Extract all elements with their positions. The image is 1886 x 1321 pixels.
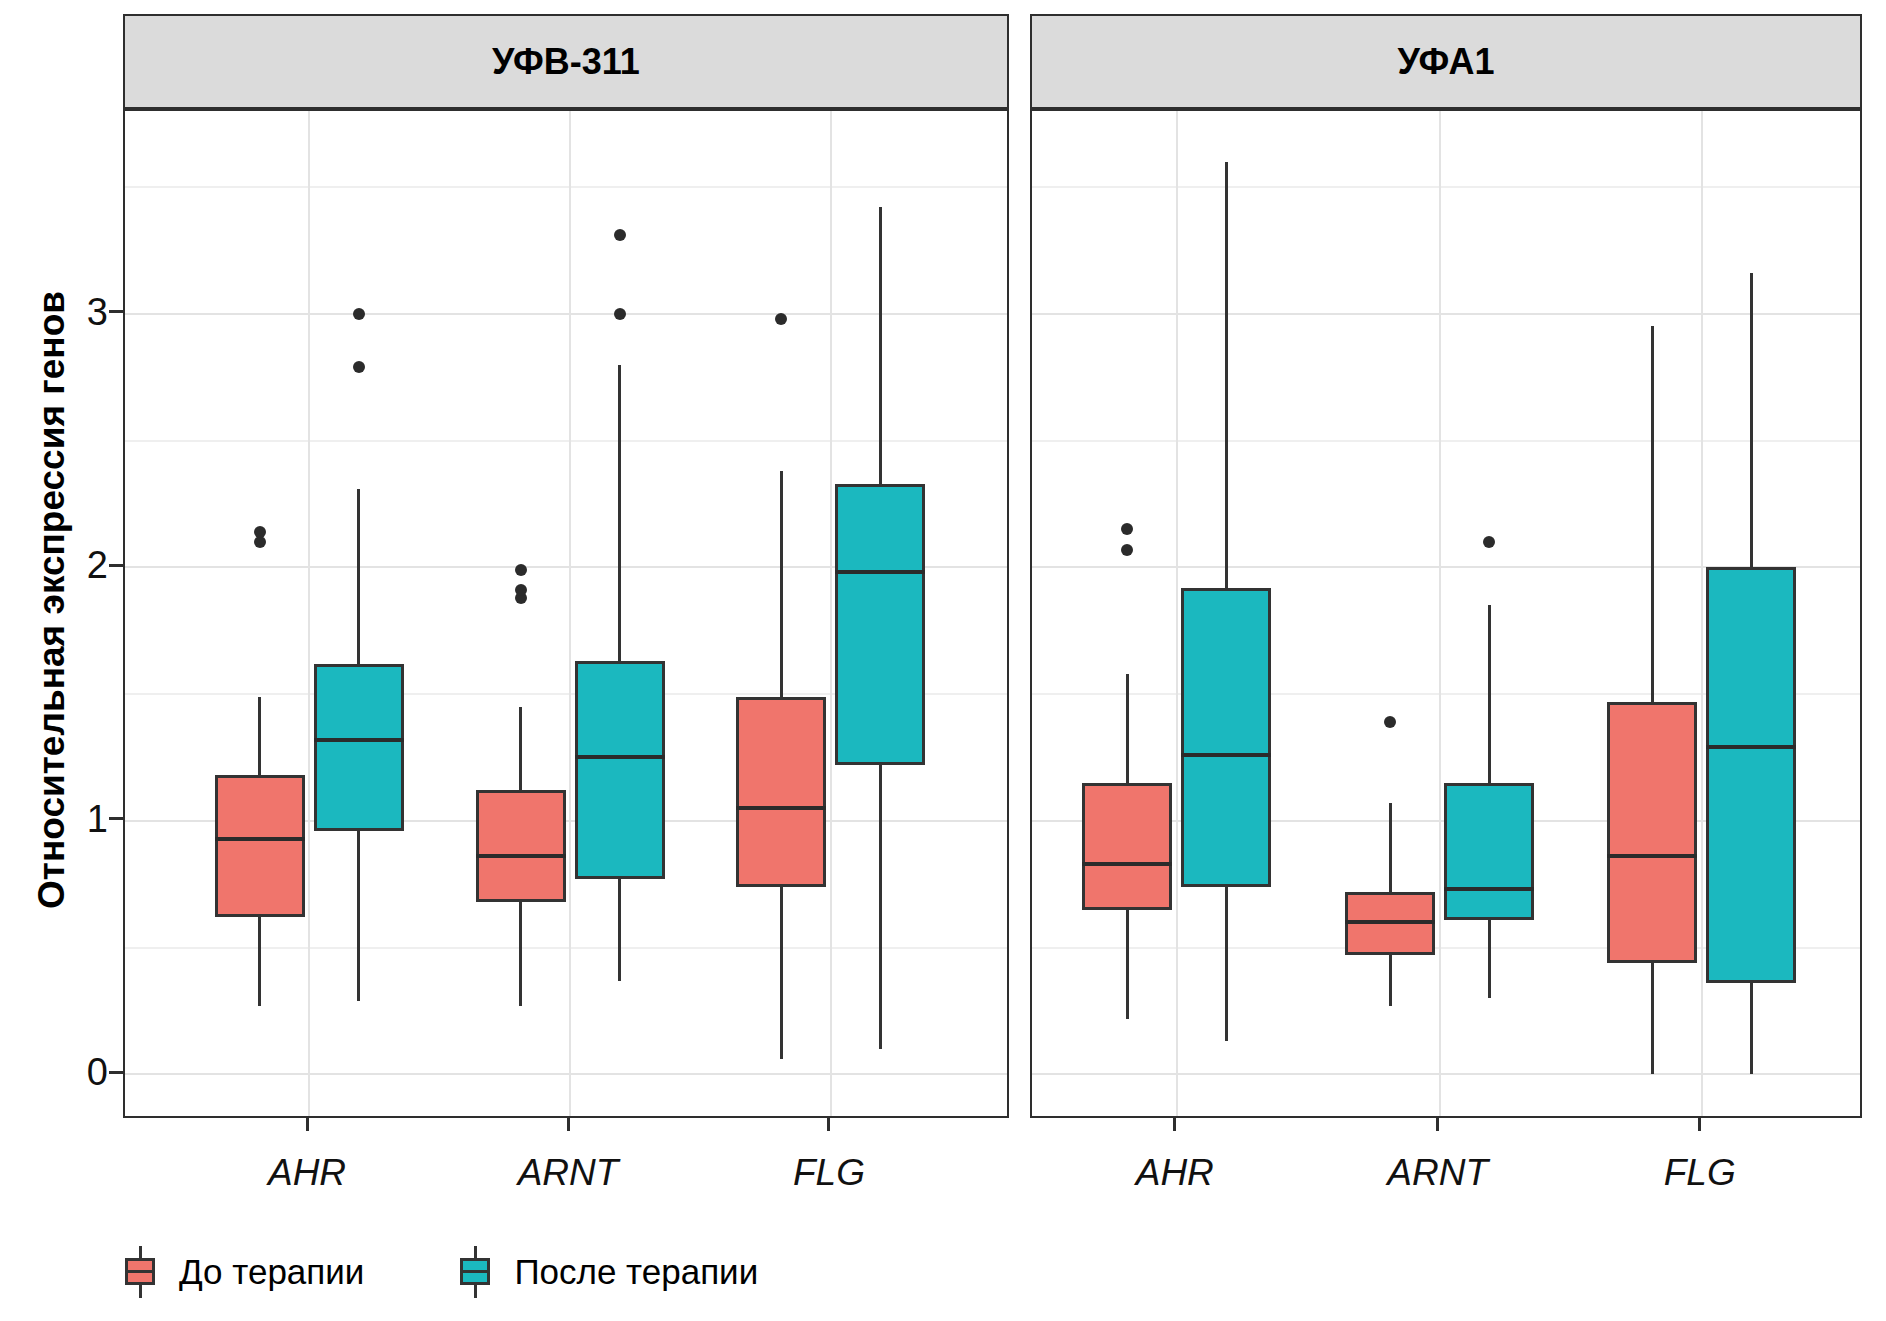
outlier-point [515, 564, 527, 576]
outlier-point [353, 308, 365, 320]
median-line [476, 854, 566, 858]
key-median-line [125, 1270, 155, 1273]
x-tick-mark [827, 1118, 830, 1131]
boxplot-box-after [1706, 567, 1796, 983]
y-tick-label: 3 [46, 288, 108, 336]
legend-item-before-therapy: До терапии [125, 1246, 364, 1298]
boxplot-box-before [1082, 783, 1172, 910]
major-gridline [125, 1073, 1007, 1075]
y-tick-mark [109, 817, 123, 820]
x-tick-mark [567, 1118, 570, 1131]
minor-gridline [125, 186, 1007, 188]
major-gridline [125, 313, 1007, 315]
outlier-point [775, 313, 787, 325]
outlier-point [353, 361, 365, 373]
plot-panel [123, 109, 1009, 1118]
x-tick-mark [1698, 1118, 1701, 1131]
legend-item-after-therapy: После терапии [460, 1246, 758, 1298]
minor-gridline [125, 440, 1007, 442]
plot-panel [1030, 109, 1862, 1118]
outlier-point [254, 526, 266, 538]
legend: До терапии После терапии [125, 1240, 758, 1304]
x-category-label-flg: FLG [1590, 1152, 1810, 1194]
major-gridline [1032, 313, 1860, 315]
median-line [736, 806, 826, 810]
x-category-label-arnt: ARNT [458, 1152, 678, 1194]
x-tick-mark [1436, 1118, 1439, 1131]
y-tick-label: 2 [46, 541, 108, 589]
legend-label-after-therapy: После терапии [514, 1252, 758, 1292]
y-tick-mark [109, 310, 123, 313]
x-tick-mark [1173, 1118, 1176, 1131]
boxplot-key-icon [125, 1246, 157, 1298]
boxplot-box-after [835, 484, 925, 765]
median-line [1706, 745, 1796, 749]
key-median-line [460, 1270, 490, 1273]
vertical-gridline [308, 111, 310, 1116]
boxplot-box-after [1181, 588, 1271, 887]
median-line [835, 570, 925, 574]
facet-strip-title: УФВ-311 [123, 14, 1009, 109]
outlier-point [515, 584, 527, 596]
vertical-gridline [569, 111, 571, 1116]
outlier-point [1121, 544, 1133, 556]
facet-strip-title: УФА1 [1030, 14, 1862, 109]
x-category-label-ahr: AHR [197, 1152, 417, 1194]
x-category-label-arnt: ARNT [1328, 1152, 1548, 1194]
minor-gridline [1032, 186, 1860, 188]
x-category-label-ahr: AHR [1065, 1152, 1285, 1194]
boxplot-box-before [476, 790, 566, 902]
minor-gridline [1032, 440, 1860, 442]
median-line [1082, 862, 1172, 866]
boxplot-box-before [1607, 702, 1697, 963]
outlier-point [1384, 716, 1396, 728]
x-category-label-flg: FLG [719, 1152, 939, 1194]
boxplot-box-after [575, 661, 665, 879]
major-gridline [1032, 1073, 1860, 1075]
median-line [575, 755, 665, 759]
boxplot-figure: Относительная экспрессия генов 3210 УФВ-… [0, 0, 1886, 1321]
y-tick-mark [109, 564, 123, 567]
vertical-gridline [1176, 111, 1178, 1116]
vertical-gridline [1439, 111, 1441, 1116]
vertical-gridline [830, 111, 832, 1116]
y-tick-label: 1 [46, 795, 108, 843]
median-line [1607, 854, 1697, 858]
median-line [1444, 887, 1534, 891]
vertical-gridline [1701, 111, 1703, 1116]
x-tick-mark [306, 1118, 309, 1131]
legend-label-before-therapy: До терапии [179, 1252, 364, 1292]
median-line [1345, 920, 1435, 924]
boxplot-key-icon [460, 1246, 492, 1298]
y-tick-mark [109, 1071, 123, 1074]
outlier-point [614, 308, 626, 320]
outlier-point [1483, 536, 1495, 548]
boxplot-box-after [1444, 783, 1534, 920]
boxplot-box-before [736, 697, 826, 887]
outlier-point [1121, 523, 1133, 535]
boxplot-box-before [215, 775, 305, 917]
outlier-point [614, 229, 626, 241]
y-tick-label: 0 [46, 1048, 108, 1096]
median-line [1181, 753, 1271, 757]
boxplot-box-after [314, 664, 404, 831]
median-line [215, 837, 305, 841]
median-line [314, 738, 404, 742]
